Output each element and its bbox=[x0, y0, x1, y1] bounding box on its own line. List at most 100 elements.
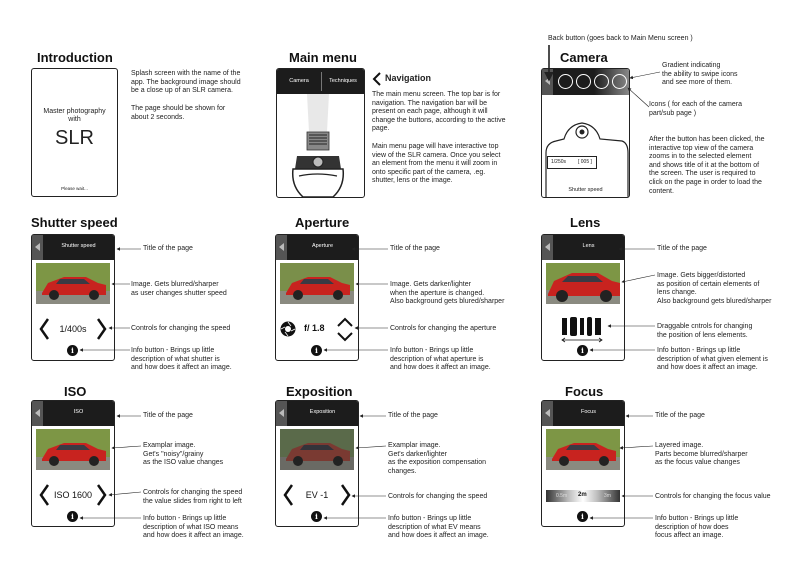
exposition-note-controls: Controls for changing the speed bbox=[388, 493, 488, 500]
shutter-note-title: Title of the page bbox=[143, 245, 193, 252]
exposition-topbar: Exposition bbox=[276, 401, 358, 426]
camera-screen-mockup: 1/250s [ 005 ] Shutter speed bbox=[541, 68, 630, 198]
camera-part-icon-3[interactable] bbox=[594, 74, 609, 89]
exposition-example-photo bbox=[280, 429, 354, 470]
camera-zoomed-top-illustration[interactable] bbox=[542, 95, 629, 198]
camera-part-icon-1[interactable] bbox=[558, 74, 573, 89]
focus-slider-near-label: 0.5m bbox=[556, 493, 568, 499]
camera-after-click-note: After the button has been clicked, the i… bbox=[649, 136, 765, 195]
focus-note-title: Title of the page bbox=[655, 412, 705, 419]
camera-top-view-illustration[interactable] bbox=[277, 94, 364, 197]
iso-topbar: ISO bbox=[32, 401, 114, 426]
main-menu-mockup: Camera Techniques bbox=[276, 68, 365, 198]
back-button[interactable] bbox=[276, 401, 287, 426]
shutter-note-info: Info button - Brings up little descripti… bbox=[131, 347, 232, 372]
section-title-camera: Camera bbox=[560, 50, 608, 65]
lens-page-title: Lens bbox=[582, 243, 595, 249]
increase-chevron-icon[interactable] bbox=[97, 318, 107, 340]
decrease-chevron-icon[interactable] bbox=[39, 484, 49, 506]
exposition-note-title: Title of the page bbox=[388, 412, 438, 419]
lens-example-photo bbox=[546, 263, 620, 304]
shutter-note-image: Image. Gets blurred/sharper as user chan… bbox=[131, 281, 227, 297]
camera-gradient-note: Gradient indicating the ability to swipe… bbox=[662, 62, 738, 87]
focus-mockup: Focus 0.5m 2m 3m i bbox=[541, 400, 625, 527]
camera-icons-note: Icons ( for each of the camera part/sub … bbox=[649, 101, 742, 117]
section-title-focus: Focus bbox=[565, 384, 604, 399]
aperture-value: f/ 1.8 bbox=[304, 323, 325, 333]
main-menu-note-2: Main menu page will have interactive top… bbox=[372, 143, 501, 185]
aperture-page-title: Aperture bbox=[311, 243, 334, 249]
camera-back-button-note: Back button (goes back to Main Menu scre… bbox=[548, 35, 693, 42]
section-title-introduction: Introduction bbox=[37, 50, 113, 65]
iso-note-info: Info button - Brings up little descripti… bbox=[143, 515, 244, 540]
lens-note-title: Title of the page bbox=[657, 245, 707, 252]
aperture-note-controls: Controls for changing the aperture bbox=[390, 325, 497, 332]
shutter-speed-mockup: Shutter speed 1/400s i bbox=[31, 234, 115, 361]
camera-part-icon-2[interactable] bbox=[576, 74, 591, 89]
back-button[interactable] bbox=[542, 401, 553, 426]
lens-topbar: Lens bbox=[542, 235, 624, 260]
focus-topbar: Focus bbox=[542, 401, 624, 426]
section-title-lens: Lens bbox=[570, 215, 601, 230]
navigation-back-chevron-icon bbox=[372, 72, 381, 86]
info-button[interactable]: i bbox=[311, 345, 322, 356]
lens-elements-control[interactable] bbox=[560, 315, 606, 343]
dark-car-image bbox=[280, 429, 354, 470]
red-car-image bbox=[280, 263, 354, 304]
iso-value: ISO 1600 bbox=[53, 490, 93, 500]
back-button[interactable] bbox=[276, 235, 287, 260]
info-button[interactable]: i bbox=[577, 511, 588, 522]
focus-distance-slider[interactable]: 0.5m 2m 3m bbox=[546, 490, 620, 502]
back-button[interactable] bbox=[32, 235, 43, 260]
iso-note-controls: Controls for changing the speed the valu… bbox=[143, 489, 243, 505]
info-button[interactable]: i bbox=[311, 511, 322, 522]
lens-mockup: Lens i bbox=[541, 234, 625, 361]
info-button[interactable]: i bbox=[67, 511, 78, 522]
aperture-note-info: Info button - Brings up little descripti… bbox=[390, 347, 491, 372]
splash-line-1: Master photography bbox=[43, 108, 106, 115]
camera-part-icon-4[interactable] bbox=[612, 74, 627, 89]
red-car-image bbox=[36, 263, 110, 304]
exposition-value: EV -1 bbox=[305, 490, 329, 500]
aperture-example-photo bbox=[280, 263, 354, 304]
tab-divider bbox=[321, 72, 322, 91]
exposition-note-image: Examplar image. Get's darker/lighter as … bbox=[388, 442, 487, 475]
shutter-topbar: Shutter speed bbox=[32, 235, 114, 260]
aperture-note-image: Image. Gets darker/lighter when the aper… bbox=[390, 281, 505, 306]
red-car-image bbox=[546, 429, 620, 470]
intro-note-1: Splash screen with the name of the app. … bbox=[131, 70, 241, 95]
focus-note-controls: Controls for changing the focus value bbox=[655, 493, 771, 500]
tab-camera[interactable]: Camera bbox=[289, 78, 309, 84]
tab-techniques[interactable]: Techniques bbox=[329, 78, 357, 84]
red-car-image bbox=[36, 429, 110, 470]
info-button[interactable]: i bbox=[67, 345, 78, 356]
lens-note-info: Info button - Brings up little descripti… bbox=[657, 347, 768, 372]
lcd-shutter-value: 1/250s bbox=[551, 159, 567, 165]
exposition-page-title: Exposition bbox=[309, 409, 336, 415]
focus-note-info: Info button - Brings up little descripti… bbox=[655, 515, 739, 540]
decrease-chevron-icon[interactable] bbox=[283, 484, 293, 506]
increase-chevron-up-icon[interactable] bbox=[337, 317, 353, 327]
increase-chevron-icon[interactable] bbox=[97, 484, 107, 506]
red-car-image bbox=[546, 263, 620, 304]
decrease-chevron-down-icon[interactable] bbox=[337, 332, 353, 342]
shutter-page-title: Shutter speed bbox=[61, 243, 96, 249]
iso-example-photo bbox=[36, 429, 110, 470]
increase-chevron-icon[interactable] bbox=[341, 484, 351, 506]
aperture-note-title: Title of the page bbox=[390, 245, 440, 252]
exposition-note-info: Info button - Brings up little descripti… bbox=[388, 515, 489, 540]
section-title-aperture: Aperture bbox=[295, 215, 350, 230]
main-menu-note-1: The main menu screen. The top bar is for… bbox=[372, 91, 506, 133]
back-button[interactable] bbox=[542, 69, 553, 95]
back-button[interactable] bbox=[542, 235, 553, 260]
splash-line-2: with bbox=[68, 116, 81, 123]
focus-note-image: Layered image. Parts become blurred/shar… bbox=[655, 442, 748, 467]
lcd-frame-count: [ 005 ] bbox=[578, 159, 592, 165]
decrease-chevron-icon[interactable] bbox=[39, 318, 49, 340]
back-button[interactable] bbox=[32, 401, 43, 426]
section-title-exposition: Exposition bbox=[286, 384, 353, 399]
iso-mockup: ISO ISO 1600 i bbox=[31, 400, 115, 527]
info-button[interactable]: i bbox=[577, 345, 588, 356]
shutter-example-photo bbox=[36, 263, 110, 304]
section-title-iso: ISO bbox=[64, 384, 87, 399]
